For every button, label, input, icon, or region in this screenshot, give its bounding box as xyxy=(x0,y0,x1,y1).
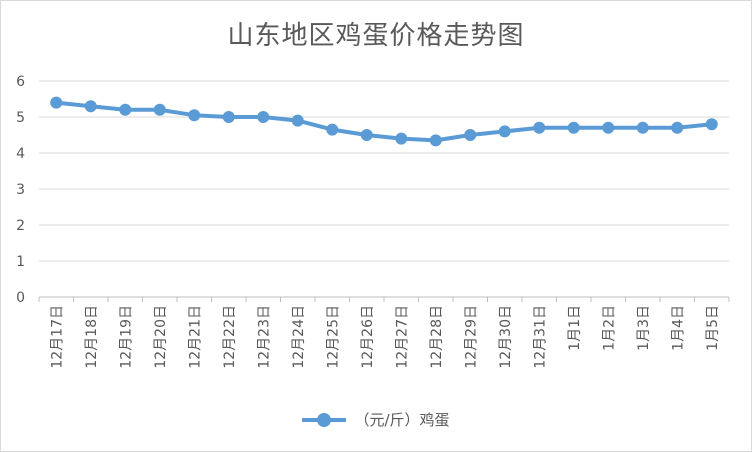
y-tick-label: 4 xyxy=(16,146,25,162)
legend: （元/斤）鸡蛋 xyxy=(1,409,751,430)
y-tick-label: 3 xyxy=(16,182,25,198)
chart-title: 山东地区鸡蛋价格走势图 xyxy=(227,21,525,51)
data-point xyxy=(188,109,201,122)
data-point xyxy=(671,121,684,134)
x-tick-label: 12月22日 xyxy=(222,305,238,369)
y-tick-label: 6 xyxy=(16,74,25,90)
x-tick-label: 1月4日 xyxy=(670,305,686,351)
legend-label: （元/斤）鸡蛋 xyxy=(354,411,450,429)
x-tick-label: 12月30日 xyxy=(498,305,514,369)
data-point xyxy=(429,134,442,147)
x-tick-label: 12月27日 xyxy=(394,305,410,369)
x-tick-label: 1月2日 xyxy=(601,305,617,351)
x-tick-label: 12月31日 xyxy=(532,305,548,369)
data-point xyxy=(119,103,132,116)
x-tick-label: 12月26日 xyxy=(360,305,376,369)
data-point xyxy=(257,111,270,123)
x-tick-label: 12月25日 xyxy=(325,305,341,369)
legend-marker-icon xyxy=(302,412,347,427)
x-tick-label: 12月20日 xyxy=(153,305,169,369)
x-tick-label: 1月1日 xyxy=(567,305,583,351)
x-tick-label: 12月21日 xyxy=(187,305,203,369)
y-tick-label: 1 xyxy=(16,254,25,270)
y-tick-label: 2 xyxy=(16,218,25,234)
data-point xyxy=(84,100,97,113)
data-point xyxy=(636,121,649,134)
x-tick-label: 12月19日 xyxy=(118,305,134,369)
data-point xyxy=(705,118,718,131)
data-point xyxy=(533,121,546,134)
y-tick-label: 5 xyxy=(16,110,25,126)
x-tick-label: 12月23日 xyxy=(256,305,272,369)
data-point xyxy=(153,103,166,116)
data-point xyxy=(360,129,373,141)
data-point xyxy=(602,121,615,134)
data-point xyxy=(395,132,408,145)
x-tick-label: 12月24日 xyxy=(291,305,307,369)
data-point xyxy=(464,129,477,141)
plot-area: 0 1 2 3 4 5 6 12月17日 12月18日 12月19日 12月20日 12月21日 12月… xyxy=(16,74,730,369)
data-point xyxy=(50,96,63,109)
x-tick-label: 12月29日 xyxy=(463,305,479,369)
x-tick-label: 12月17日 xyxy=(49,305,65,369)
x-tick-label: 1月5日 xyxy=(705,305,721,351)
data-point xyxy=(567,121,580,134)
data-point xyxy=(291,114,304,127)
data-point xyxy=(326,123,339,136)
y-tick-label: 0 xyxy=(16,290,25,306)
x-tick-label: 1月3日 xyxy=(636,305,652,351)
x-tick-label: 12月28日 xyxy=(429,305,445,369)
data-point xyxy=(222,111,235,123)
x-tick-label: 12月18日 xyxy=(84,305,100,369)
data-point xyxy=(498,125,511,138)
